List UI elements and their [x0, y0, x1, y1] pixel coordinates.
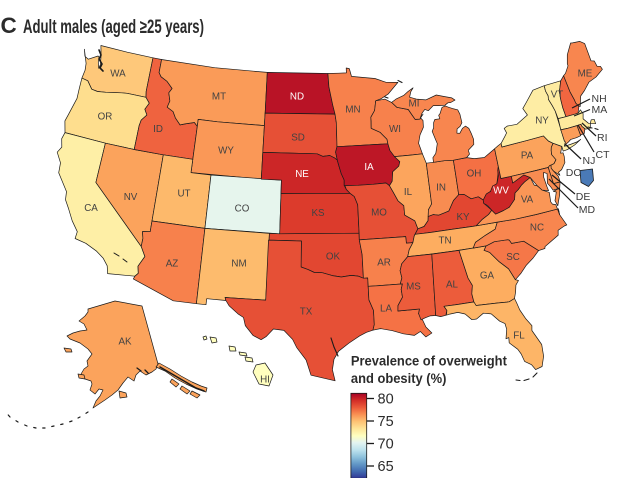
svg-text:70: 70 [378, 437, 394, 453]
svg-text:AL: AL [446, 279, 459, 290]
svg-text:OR: OR [98, 111, 113, 122]
svg-text:C: C [1, 13, 17, 38]
svg-text:65: 65 [378, 459, 394, 475]
svg-text:MT: MT [212, 91, 226, 102]
svg-text:KY: KY [456, 212, 470, 223]
svg-text:SC: SC [506, 252, 520, 263]
svg-text:MN: MN [345, 104, 360, 115]
svg-text:KS: KS [311, 208, 325, 219]
svg-text:CA: CA [84, 203, 98, 214]
svg-text:AR: AR [377, 257, 391, 268]
svg-text:75: 75 [378, 414, 394, 430]
svg-text:SD: SD [291, 132, 305, 143]
svg-text:ME: ME [578, 68, 593, 79]
svg-text:IN: IN [436, 182, 446, 193]
svg-text:80: 80 [378, 392, 394, 408]
svg-text:WA: WA [110, 68, 126, 79]
svg-text:WV: WV [493, 185, 509, 196]
svg-text:NJ: NJ [583, 155, 596, 167]
svg-text:DE: DE [576, 191, 591, 203]
svg-text:OH: OH [467, 168, 482, 179]
svg-text:WI: WI [389, 124, 401, 135]
svg-text:Adult males (aged ≥25 years): Adult males (aged ≥25 years) [23, 17, 204, 38]
svg-text:DC: DC [566, 167, 582, 179]
svg-text:NY: NY [535, 115, 549, 126]
svg-text:AK: AK [118, 336, 132, 347]
svg-text:VT: VT [551, 89, 564, 100]
svg-text:TX: TX [300, 306, 313, 317]
svg-text:Prevalence of overweight: Prevalence of overweight [351, 354, 507, 369]
svg-text:MI: MI [409, 98, 420, 109]
svg-text:ID: ID [153, 124, 163, 135]
svg-text:NC: NC [530, 222, 544, 233]
svg-text:NH: NH [592, 93, 607, 105]
svg-text:and obesity (%): and obesity (%) [351, 371, 447, 386]
svg-text:WY: WY [218, 145, 234, 156]
svg-text:MS: MS [406, 281, 421, 292]
svg-text:NV: NV [124, 192, 138, 203]
svg-text:HI: HI [260, 374, 270, 385]
svg-text:CT: CT [596, 149, 611, 161]
svg-text:AZ: AZ [166, 258, 179, 269]
svg-text:MD: MD [579, 204, 596, 216]
svg-text:ND: ND [290, 91, 304, 102]
svg-text:IA: IA [364, 162, 374, 173]
svg-text:TN: TN [438, 235, 451, 246]
svg-text:NE: NE [295, 169, 309, 180]
svg-text:VA: VA [521, 194, 534, 205]
svg-text:OK: OK [326, 251, 341, 262]
svg-text:MA: MA [592, 104, 608, 116]
svg-text:IL: IL [404, 187, 413, 198]
svg-text:RI: RI [597, 132, 608, 144]
svg-text:CO: CO [235, 203, 250, 214]
svg-text:MO: MO [371, 207, 387, 218]
svg-text:GA: GA [480, 270, 495, 281]
svg-text:LA: LA [380, 303, 392, 314]
svg-text:UT: UT [177, 188, 190, 199]
svg-text:PA: PA [521, 150, 534, 161]
svg-text:NM: NM [231, 258, 246, 269]
svg-text:FL: FL [513, 330, 525, 341]
